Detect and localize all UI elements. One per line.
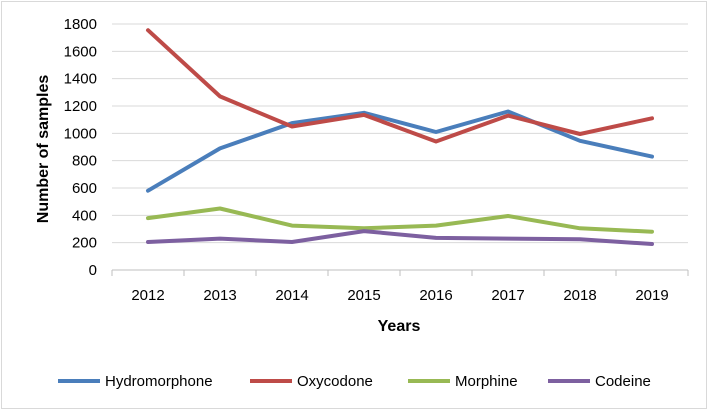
- legend-item-hydromorphone: Hydromorphone: [58, 373, 213, 390]
- y-tick-label: 1200: [64, 98, 97, 115]
- x-axis-ticks: 2012 2013 2014 2015 2016 2017 2018 2019: [131, 287, 668, 304]
- legend-label: Oxycodone: [297, 373, 373, 390]
- legend-item-oxycodone: Oxycodone: [250, 373, 373, 390]
- y-tick-label: 200: [72, 235, 97, 252]
- legend-label: Morphine: [455, 373, 518, 390]
- y-tick-label: 1600: [64, 43, 97, 60]
- x-tick-label: 2014: [275, 287, 308, 304]
- series-line-hydromorphone: [146, 109, 654, 193]
- series-line-morphine: [146, 206, 654, 234]
- y-axis-ticks: 0 200 400 600 800 1000 1200 1400 1600 1800: [64, 16, 97, 279]
- series-lines: [146, 28, 654, 246]
- y-axis-title: Number of samples: [35, 75, 52, 224]
- legend-label: Codeine: [595, 373, 651, 390]
- y-tick-label: 1400: [64, 71, 97, 88]
- y-tick-label: 600: [72, 180, 97, 197]
- x-tick-label: 2019: [635, 287, 668, 304]
- y-tick-label: 400: [72, 207, 97, 224]
- legend-label: Hydromorphone: [105, 373, 213, 390]
- series-line-codeine: [146, 229, 654, 246]
- y-tick-label: 1000: [64, 125, 97, 142]
- legend-item-codeine: Codeine: [548, 373, 651, 390]
- series-line-oxycodone: [146, 28, 654, 144]
- x-axis-title: Years: [378, 318, 421, 335]
- x-tick-label: 2018: [563, 287, 596, 304]
- gridlines: [112, 23, 688, 244]
- x-tick-label: 2012: [131, 287, 164, 304]
- y-tick-label: 800: [72, 153, 97, 170]
- x-tick-label: 2013: [203, 287, 236, 304]
- x-axis: [111, 269, 689, 276]
- legend-item-morphine: Morphine: [408, 373, 518, 390]
- y-tick-label: 1800: [64, 16, 97, 33]
- y-tick-label: 0: [89, 262, 97, 279]
- x-tick-label: 2016: [419, 287, 452, 304]
- legend: Hydromorphone Oxycodone Morphine Codeine: [58, 373, 651, 390]
- x-tick-label: 2015: [347, 287, 380, 304]
- x-tick-label: 2017: [491, 287, 524, 304]
